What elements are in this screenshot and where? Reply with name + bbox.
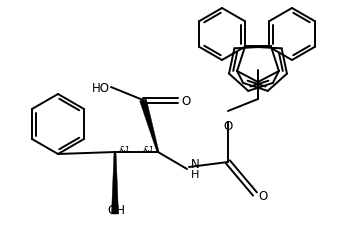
Text: O: O — [223, 119, 233, 133]
Text: O: O — [258, 190, 267, 203]
Text: H: H — [191, 169, 199, 179]
Text: N: N — [191, 158, 200, 170]
Polygon shape — [111, 152, 119, 214]
Text: &1: &1 — [142, 145, 154, 154]
Text: OH: OH — [107, 203, 125, 216]
Text: O: O — [181, 94, 190, 107]
Text: HO: HO — [92, 81, 110, 94]
Polygon shape — [140, 100, 159, 153]
Text: &1: &1 — [119, 145, 131, 154]
